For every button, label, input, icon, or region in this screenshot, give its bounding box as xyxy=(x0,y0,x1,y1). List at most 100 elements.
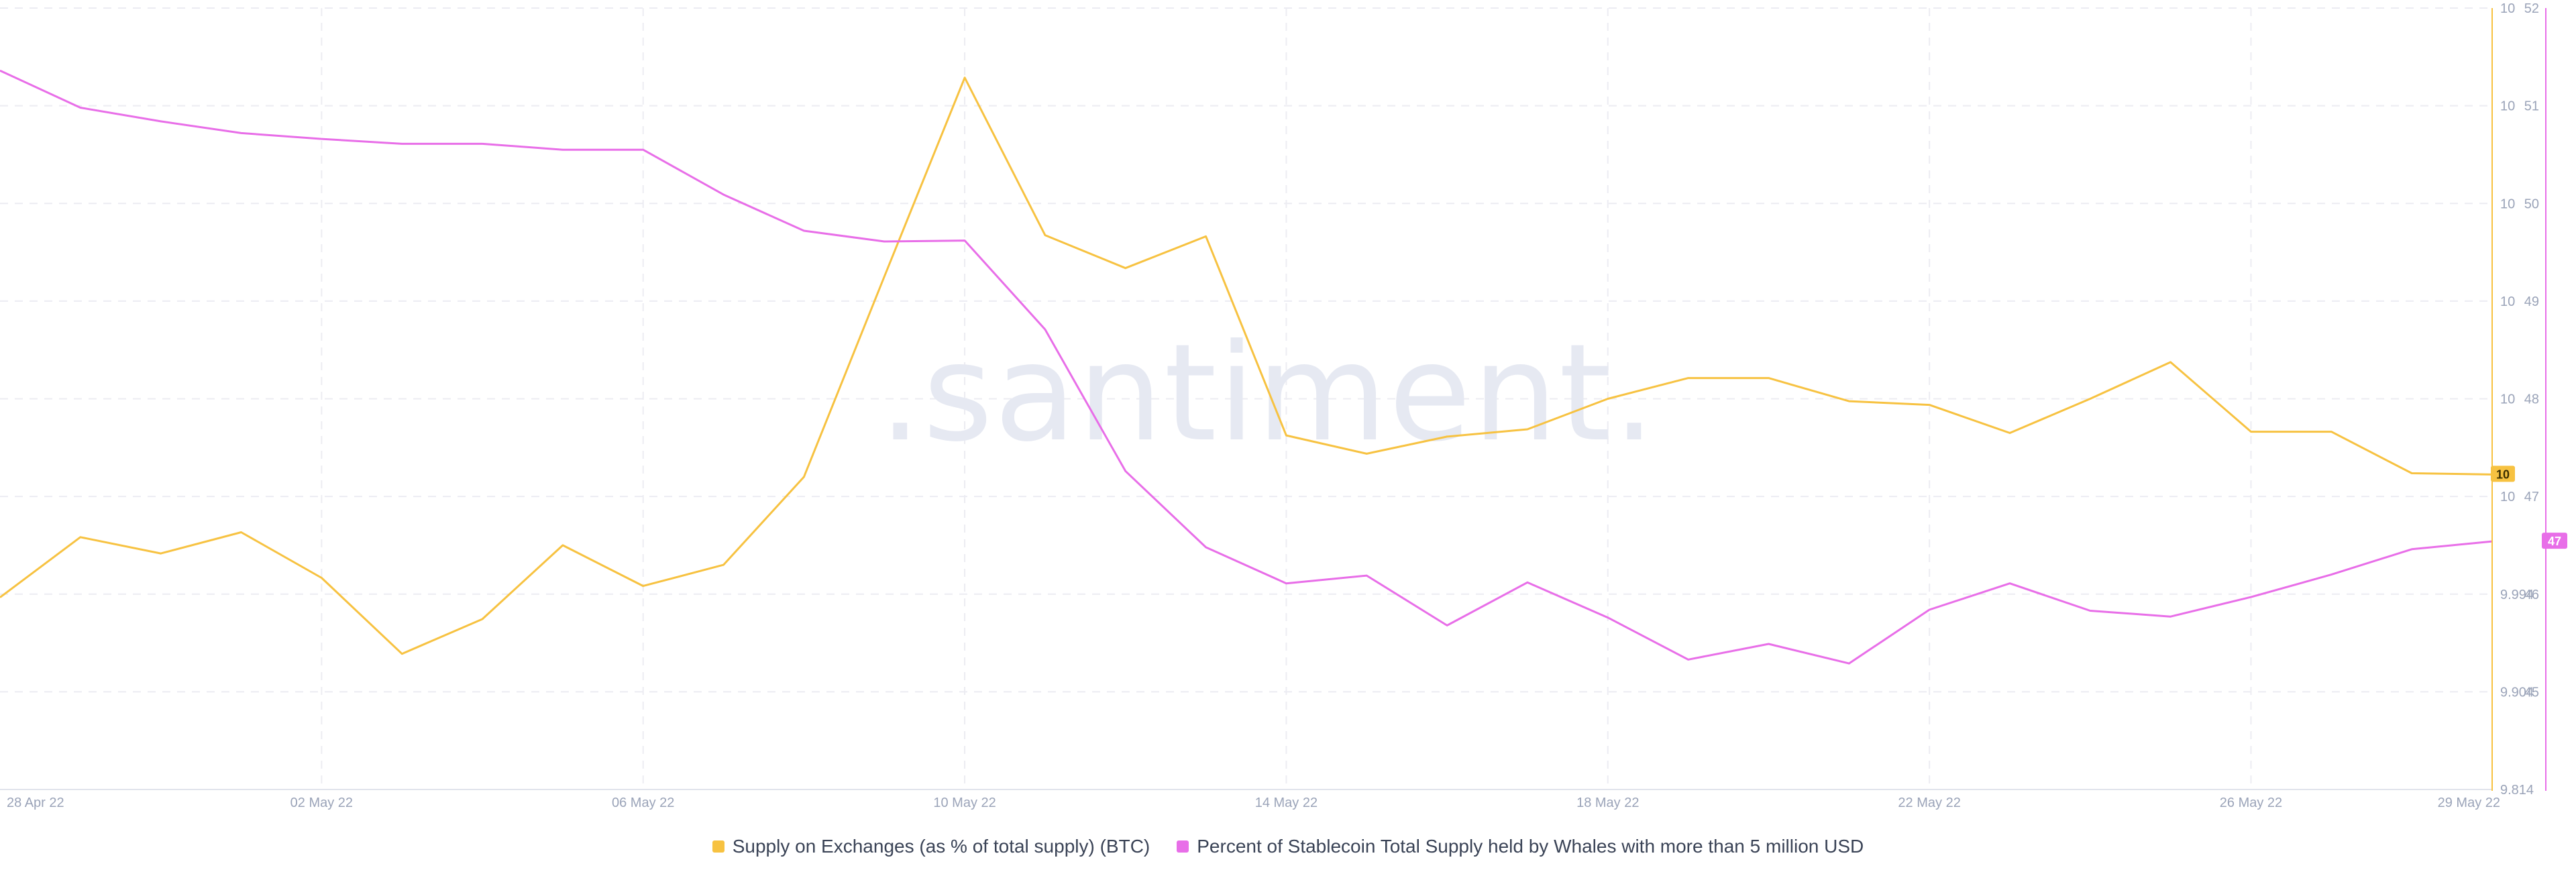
series-line-stablecoin-whales-point xyxy=(2169,614,2173,618)
series-line-stablecoin-whales-point xyxy=(2410,547,2414,551)
legend-swatch-icon xyxy=(1177,840,1189,853)
series-line-stablecoin-whales-point xyxy=(1445,623,1449,627)
series-line-stablecoin-whales-point xyxy=(802,229,806,233)
series-line-exchange-supply-point xyxy=(963,76,967,80)
axes: 10 10 10 10 10 10 9.994 9.904 9.814 52 51 50 49 48 47 4… xyxy=(2491,1,2546,798)
x-axis-ticks: 28 Apr 22 02 May 22 06 May 22 10 May 22 14 M… xyxy=(7,796,2500,810)
santiment-watermark: .santiment. xyxy=(879,315,1657,472)
y-inner-tick-label: 10 xyxy=(2500,197,2515,211)
series-line-stablecoin-whales-point xyxy=(641,148,645,152)
y-outer-tick-label: 49 xyxy=(2524,294,2539,309)
series-line-exchange-supply-point xyxy=(159,551,163,555)
y-outer-tick-label: 47 xyxy=(2524,490,2539,504)
grid xyxy=(0,7,2492,790)
series-line-stablecoin-whales-point xyxy=(1043,327,1047,331)
series-line-exchange-supply-point xyxy=(882,274,886,278)
series-line-exchange-supply-point xyxy=(641,584,645,588)
legend-label: Percent of Stablecoin Total Supply held … xyxy=(1197,836,1864,857)
series-line-exchange-supply-point xyxy=(1445,435,1449,439)
y-outer-tick-label: 52 xyxy=(2524,1,2539,16)
series-line-stablecoin-whales-point xyxy=(1204,545,1208,549)
series-line-exchange-supply-point xyxy=(1847,399,1851,403)
y-inner-tick-label: 10 xyxy=(2500,1,2515,16)
series-line-exchange-supply-point xyxy=(1525,427,1529,431)
legend-item-stablecoin-whales[interactable]: Percent of Stablecoin Total Supply held … xyxy=(1177,836,1864,857)
current-value-badge-label: 10 xyxy=(2496,468,2510,481)
series-line-stablecoin-whales-point xyxy=(239,131,244,135)
y-inner-tick-label: 10 xyxy=(2500,99,2515,114)
y-inner-tick-label: 10 xyxy=(2500,294,2515,309)
x-tick-label: 18 May 22 xyxy=(1576,796,1639,810)
y-outer-tick-label: 51 xyxy=(2524,99,2539,114)
series-line-stablecoin-whales-point xyxy=(561,148,565,152)
series-line-exchange-supply-point xyxy=(2169,360,2173,364)
series-line-exchange-supply-point xyxy=(802,475,806,479)
value-badges: 10 47 xyxy=(2491,466,2567,549)
series-line-exchange-supply-point xyxy=(2329,430,2333,434)
series-line-stablecoin-whales xyxy=(0,69,2493,665)
series-line-exchange-supply-point xyxy=(1606,397,1610,401)
y-outer-tick-label: 48 xyxy=(2524,392,2539,407)
series-line-exchange-supply-point xyxy=(1686,376,1690,380)
y-inner-tick-label: 10 xyxy=(2500,490,2515,504)
series-line-exchange-supply-point xyxy=(722,563,726,567)
series-line-stablecoin-whales-point xyxy=(319,137,323,141)
y-inner-tick-label: 9.814 xyxy=(2500,783,2534,798)
series-line-stablecoin-whales-point xyxy=(2329,573,2333,577)
series-line-stablecoin-whales-point xyxy=(1284,582,1288,586)
x-tick-label: 22 May 22 xyxy=(1898,796,1960,810)
x-tick-label: 06 May 22 xyxy=(612,796,674,810)
y-outer-tick-label: 50 xyxy=(2524,197,2539,211)
y-inner-tick-label: 9.904 xyxy=(2500,685,2534,700)
series-line-stablecoin-whales-point xyxy=(78,106,83,110)
series-line-stablecoin-whales-point xyxy=(400,142,404,146)
series-line-exchange-supply-point xyxy=(1043,233,1047,237)
x-tick-label: 02 May 22 xyxy=(290,796,353,810)
series-line-stablecoin-whales-point xyxy=(2249,595,2253,599)
series-line-exchange-supply-point xyxy=(1766,376,1770,380)
series-line-exchange-supply-point xyxy=(1204,234,1208,238)
x-tick-label: 29 May 22 xyxy=(2438,796,2500,810)
series-line-stablecoin-whales-point xyxy=(2008,582,2012,586)
series-line-exchange-supply-point xyxy=(1927,403,1931,407)
current-value-badge-label: 47 xyxy=(2548,535,2561,548)
series-line-exchange-supply-point xyxy=(1284,433,1288,437)
series-line-stablecoin-whales-point xyxy=(722,193,726,197)
series-line-exchange-supply-point xyxy=(78,535,83,539)
series-line-exchange-supply-point xyxy=(400,652,404,656)
series-line-stablecoin-whales-point xyxy=(1686,657,1690,661)
series-line-stablecoin-whales-point xyxy=(1927,608,1931,612)
series-layer xyxy=(0,69,2493,665)
series-line-stablecoin-whales-point xyxy=(159,119,163,123)
series-line-stablecoin-whales-point xyxy=(1606,616,1610,620)
series-line-exchange-supply-point xyxy=(1364,451,1368,455)
x-tick-label: 28 Apr 22 xyxy=(7,796,64,810)
series-line-exchange-supply-point xyxy=(1124,266,1128,270)
series-line-stablecoin-whales-point xyxy=(1364,574,1368,578)
series-line-stablecoin-whales-point xyxy=(1847,661,1851,665)
series-line-stablecoin-whales-point xyxy=(882,239,886,243)
series-line-stablecoin-whales-point xyxy=(480,142,484,146)
legend-item-exchange-supply[interactable]: Supply on Exchanges (as % of total suppl… xyxy=(712,836,1150,857)
series-line-exchange-supply-point xyxy=(2410,472,2414,476)
y-outer-tick-label: 45 xyxy=(2524,685,2539,700)
series-line-exchange-supply xyxy=(0,76,2493,655)
legend-label: Supply on Exchanges (as % of total suppl… xyxy=(732,836,1150,857)
legend-swatch-icon xyxy=(712,840,724,853)
x-tick-label: 14 May 22 xyxy=(1255,796,1318,810)
series-line-exchange-supply-point xyxy=(561,543,565,547)
series-line-exchange-supply-point xyxy=(480,617,484,621)
current-value-badge xyxy=(2491,466,2515,482)
legend: Supply on Exchanges (as % of total suppl… xyxy=(0,836,2576,857)
y-inner-tick-label: 10 xyxy=(2500,392,2515,407)
x-tick-label: 10 May 22 xyxy=(933,796,996,810)
series-line-stablecoin-whales-point xyxy=(1124,469,1128,473)
series-line-stablecoin-whales-point xyxy=(2088,609,2092,613)
current-value-badge xyxy=(2542,533,2567,549)
series-line-exchange-supply-point xyxy=(2249,430,2253,434)
series-line-exchange-supply-point xyxy=(239,531,244,535)
x-tick-label: 26 May 22 xyxy=(2220,796,2282,810)
series-line-exchange-supply-point xyxy=(2088,397,2092,401)
